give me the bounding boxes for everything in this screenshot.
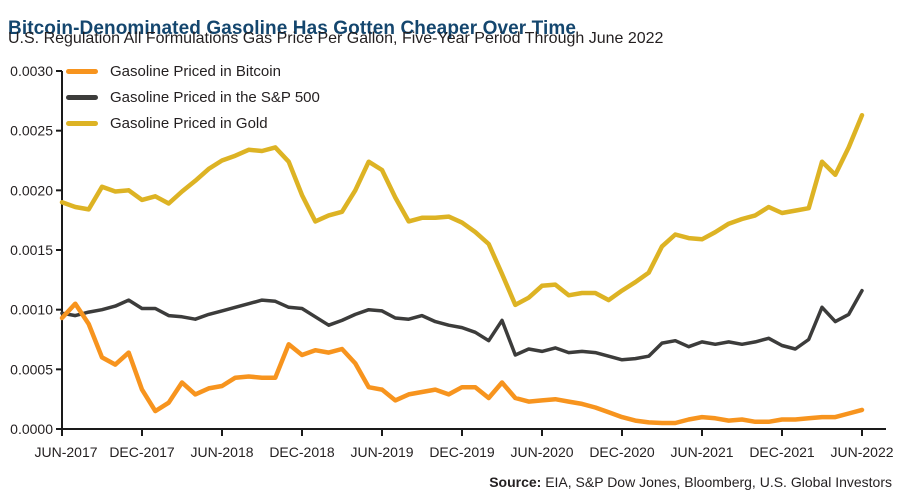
page-title: Bitcoin-Denominated Gasoline Has Gotten … bbox=[8, 17, 577, 39]
chart-legend: Gasoline Priced in Bitcoin Gasoline Pric… bbox=[66, 61, 320, 133]
legend-item-sp500: Gasoline Priced in the S&P 500 bbox=[66, 87, 320, 107]
bitcoin-line-swatch-icon bbox=[66, 68, 98, 74]
y-tick-label: 0.0025 bbox=[10, 123, 53, 139]
legend-label-sp500: Gasoline Priced in the S&P 500 bbox=[110, 88, 320, 106]
chart-subtitle: U.S. Regulation All Formulations Gas Pri… bbox=[8, 30, 664, 47]
y-tick-label: 0.0005 bbox=[10, 361, 53, 377]
series-line-bitcoin bbox=[59, 301, 865, 426]
x-tick-label: JUN-2017 bbox=[34, 444, 97, 460]
legend-label-bitcoin: Gasoline Priced in Bitcoin bbox=[110, 62, 281, 80]
x-tick-label: JUN-2022 bbox=[830, 444, 893, 460]
gold-line-swatch-icon bbox=[66, 120, 98, 126]
legend-item-bitcoin: Gasoline Priced in Bitcoin bbox=[66, 61, 320, 81]
source-text: EIA, S&P Dow Jones, Bloomberg, U.S. Glob… bbox=[541, 474, 892, 490]
source-attribution: Source: EIA, S&P Dow Jones, Bloomberg, U… bbox=[489, 474, 892, 490]
series-line-gold bbox=[59, 112, 865, 308]
y-tick-label: 0.0030 bbox=[10, 63, 53, 79]
x-tick-label: DEC-2019 bbox=[429, 444, 495, 460]
y-tick-label: 0.0000 bbox=[10, 421, 53, 437]
x-tick-label: DEC-2021 bbox=[749, 444, 815, 460]
legend-item-gold: Gasoline Priced in Gold bbox=[66, 113, 320, 133]
y-tick-label: 0.0020 bbox=[10, 182, 53, 198]
x-tick-label: JUN-2019 bbox=[350, 444, 413, 460]
series-line-sp500 bbox=[60, 288, 864, 362]
x-tick-label: DEC-2018 bbox=[269, 444, 335, 460]
legend-label-gold: Gasoline Priced in Gold bbox=[110, 114, 268, 132]
x-tick-label: JUN-2020 bbox=[510, 444, 573, 460]
y-tick-label: 0.0010 bbox=[10, 302, 53, 318]
x-tick-label: DEC-2017 bbox=[109, 444, 175, 460]
source-label: Source: bbox=[489, 474, 542, 490]
x-tick-label: DEC-2020 bbox=[589, 444, 655, 460]
x-tick-label: JUN-2021 bbox=[670, 444, 733, 460]
x-tick-label: JUN-2018 bbox=[190, 444, 253, 460]
sp500-line-swatch-icon bbox=[66, 94, 98, 100]
y-tick-label: 0.0015 bbox=[10, 242, 53, 258]
